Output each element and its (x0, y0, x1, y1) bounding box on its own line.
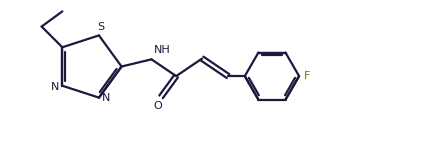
Text: NH: NH (153, 45, 170, 55)
Text: N: N (51, 82, 60, 91)
Text: S: S (97, 22, 105, 32)
Text: F: F (304, 71, 310, 81)
Text: N: N (102, 93, 110, 103)
Text: O: O (153, 101, 162, 111)
